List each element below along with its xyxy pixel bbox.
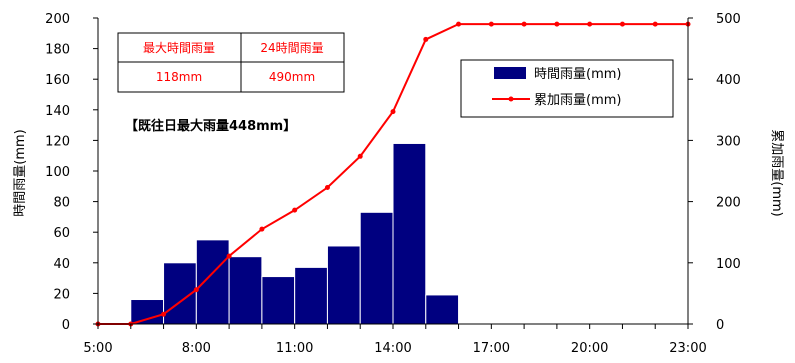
- legend-swatch-hourly: [494, 67, 526, 79]
- x-tick-label: 5:00: [83, 341, 112, 356]
- cumulative-rainfall-point: [488, 21, 494, 27]
- table-header-max-hourly: 最大時間雨量: [143, 41, 215, 55]
- cumulative-rainfall-point: [292, 207, 298, 213]
- x-tick-label: 20:00: [571, 341, 608, 356]
- cumulative-rainfall-point: [554, 21, 560, 27]
- x-tick-label: 17:00: [473, 341, 510, 356]
- y-left-tick-label: 160: [45, 73, 70, 88]
- cumulative-rainfall-point: [652, 21, 658, 27]
- hourly-rainfall-bar: [359, 211, 394, 325]
- y-left-tick-label: 0: [62, 318, 70, 333]
- y-right-tick-label: 100: [716, 257, 741, 272]
- table-header-24h: 24時間雨量: [260, 41, 323, 55]
- y-left-tick-label: 180: [45, 43, 70, 58]
- hourly-rainfall-bar: [195, 239, 230, 325]
- cumulative-rainfall-point: [259, 226, 265, 232]
- cumulative-rainfall-point: [423, 36, 429, 42]
- legend-label-cumulative: 累加雨量(mm): [534, 93, 621, 108]
- x-tick-label: 8:00: [182, 341, 211, 356]
- y-left-tick-label: 20: [53, 287, 70, 302]
- legend-label-hourly: 時間雨量(mm): [534, 67, 621, 82]
- y-right-tick-label: 400: [716, 73, 741, 88]
- y-left-tick-label: 200: [45, 12, 70, 27]
- cumulative-rainfall-point: [193, 287, 199, 293]
- y-left-tick-label: 100: [45, 165, 70, 180]
- y-left-axis-title: 時間雨量(mm): [13, 129, 28, 216]
- summary-table: 最大時間雨量 24時間雨量 118mm 490mm: [117, 32, 345, 93]
- cumulative-rainfall-point: [521, 21, 527, 27]
- cumulative-rainfall-point: [226, 253, 232, 259]
- y-left-tick-label: 120: [45, 134, 70, 149]
- y-right-axis-title: 累加雨量(mm): [769, 129, 784, 216]
- hourly-rainfall-bar: [294, 266, 328, 325]
- line-layer: [95, 21, 691, 327]
- hourly-rainfall-bar: [261, 276, 296, 325]
- hourly-rainfall-bar: [326, 245, 361, 325]
- x-tick-label: 11:00: [276, 341, 313, 356]
- legend-marker-cumulative: [508, 96, 514, 102]
- x-tick-label: 14:00: [374, 341, 411, 356]
- cumulative-rainfall-point: [357, 153, 363, 159]
- y-left-tick-label: 80: [53, 196, 70, 211]
- table-value-max-hourly: 118mm: [156, 70, 202, 84]
- x-tick-label: 23:00: [669, 341, 706, 356]
- hourly-rainfall-bar: [425, 294, 460, 325]
- y-right-tick-label: 500: [716, 12, 741, 27]
- cumulative-rainfall-point: [390, 109, 396, 115]
- legend: 時間雨量(mm) 累加雨量(mm): [460, 59, 674, 118]
- cumulative-rainfall-point: [161, 311, 167, 317]
- cumulative-rainfall-point: [587, 21, 593, 27]
- y-right-tick-label: 200: [716, 196, 741, 211]
- y-left-tick-label: 40: [53, 257, 70, 272]
- y-right-tick-label: 300: [716, 134, 741, 149]
- cumulative-rainfall-point: [456, 21, 462, 27]
- hourly-rainfall-bar: [228, 256, 263, 325]
- bars-layer: [130, 142, 460, 325]
- table-value-24h: 490mm: [269, 70, 315, 84]
- y-left-tick-label: 140: [45, 104, 70, 119]
- hourly-rainfall-bar: [392, 142, 427, 325]
- cumulative-rainfall-point: [619, 21, 625, 27]
- cumulative-rainfall-point: [324, 185, 330, 191]
- y-right-tick-label: 0: [716, 318, 724, 333]
- record-rainfall-annotation: 【既往日最大雨量448mm】: [125, 118, 296, 134]
- hourly-rainfall-bar: [130, 299, 165, 325]
- ticks-layer: 0 20 40 60 80 100 120 140 160 180 200 0 100 200 300 400…: [45, 12, 741, 356]
- y-left-tick-label: 60: [53, 226, 70, 241]
